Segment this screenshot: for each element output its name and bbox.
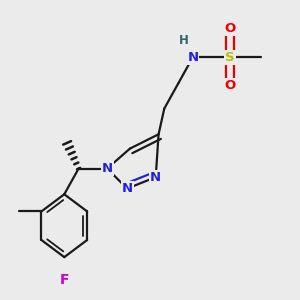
Text: N: N [122, 182, 133, 195]
Text: N: N [102, 162, 113, 175]
Text: N: N [150, 171, 161, 184]
Text: N: N [187, 51, 198, 64]
Text: S: S [225, 51, 235, 64]
Text: O: O [224, 22, 236, 35]
Text: F: F [59, 273, 69, 287]
Text: H: H [179, 34, 189, 46]
Text: O: O [224, 79, 236, 92]
